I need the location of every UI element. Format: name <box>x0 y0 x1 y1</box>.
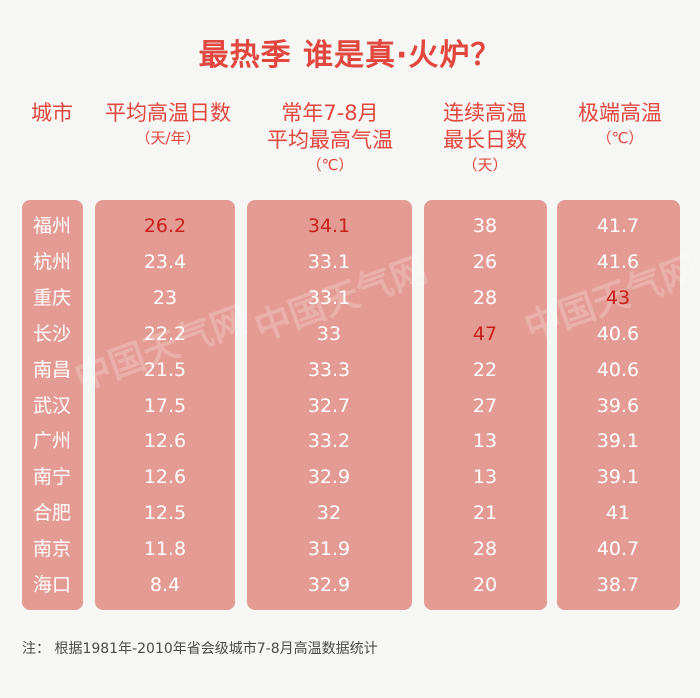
footnote: 注： 根据1981年-2010年省会级城市7-8月高温数据统计 <box>22 641 378 657</box>
city-cell: 武汉 <box>32 394 72 417</box>
header-city: 城市 <box>22 100 82 127</box>
avg-max-temp-cell: 32.9 <box>307 574 351 596</box>
avg-max-column-panel <box>247 200 412 610</box>
header-city-label: 城市 <box>31 101 73 125</box>
avg-max-temp-cell: 32 <box>316 502 342 525</box>
avg-max-temp-cell: 31.9 <box>307 538 351 561</box>
header-consec-line2: 最长日数 <box>443 128 527 152</box>
extreme-column-panel <box>557 200 680 610</box>
avg-days-cell: 12.6 <box>143 466 187 489</box>
city-cell: 合肥 <box>32 502 72 525</box>
consec-column-panel <box>424 200 547 610</box>
consec-days-cell: 13 <box>472 466 498 489</box>
extreme-temp-cell: 39.6 <box>596 394 640 417</box>
header-avg-days-line1: 平均高温日数 <box>105 101 231 125</box>
avg-max-temp-cell: 34.1 <box>307 215 351 237</box>
consec-days-cell: 22 <box>472 358 498 381</box>
city-cell: 广州 <box>32 430 72 453</box>
header-avg-max-line1: 常年7-8月 <box>281 101 379 125</box>
extreme-temp-cell: 40.6 <box>596 358 640 381</box>
consec-days-cell: 47 <box>472 322 498 345</box>
city-cell: 南宁 <box>32 466 72 489</box>
consec-days-cell: 27 <box>472 394 498 417</box>
consec-days-cell: 21 <box>472 502 498 525</box>
header-consec-unit: （天） <box>462 156 508 174</box>
avg-max-temp-cell: 33.3 <box>307 358 351 381</box>
consec-days-cell: 28 <box>472 538 498 561</box>
header-extreme-line1: 极端高温 <box>578 101 662 125</box>
city-cell: 南昌 <box>32 358 72 381</box>
avg-days-cell: 12.6 <box>143 430 187 453</box>
avg-days-column-panel <box>95 200 235 610</box>
consec-days-cell: 26 <box>472 250 498 273</box>
avg-days-cell: 23.4 <box>143 250 187 273</box>
avg-days-cell: 8.4 <box>149 574 181 596</box>
city-column-panel <box>22 200 83 610</box>
header-avg-high-temp-days: 平均高温日数 （天/年） <box>88 100 248 149</box>
header-avg-days-unit: （天/年） <box>135 129 201 147</box>
header-consecutive-days: 连续高温 最长日数 （天） <box>425 100 545 176</box>
avg-days-cell: 21.5 <box>143 358 187 381</box>
extreme-temp-cell: 41 <box>605 502 631 525</box>
avg-max-temp-cell: 33 <box>316 322 342 345</box>
city-cell: 杭州 <box>32 250 72 273</box>
extreme-temp-cell: 40.7 <box>596 538 640 561</box>
avg-max-temp-cell: 32.9 <box>307 466 351 489</box>
extreme-temp-cell: 38.7 <box>596 574 640 596</box>
header-avg-max-line2: 平均最高气温 <box>267 128 393 152</box>
avg-max-temp-cell: 33.1 <box>307 286 351 309</box>
extreme-temp-cell: 41.7 <box>596 215 640 237</box>
avg-max-temp-cell: 32.7 <box>307 394 351 417</box>
consec-days-cell: 38 <box>472 215 498 237</box>
avg-days-cell: 26.2 <box>143 215 187 237</box>
avg-days-cell: 17.5 <box>143 394 187 417</box>
city-cell: 长沙 <box>32 322 72 345</box>
header-avg-max-temp: 常年7-8月 平均最高气温 （℃） <box>250 100 410 176</box>
extreme-temp-cell: 40.6 <box>596 322 640 345</box>
avg-max-temp-cell: 33.1 <box>307 250 351 273</box>
extreme-temp-cell: 39.1 <box>596 430 640 453</box>
city-cell: 南京 <box>32 538 72 561</box>
avg-days-cell: 22.2 <box>143 322 187 345</box>
avg-days-cell: 11.8 <box>143 538 187 561</box>
extreme-temp-cell: 43 <box>605 286 631 309</box>
consec-days-cell: 28 <box>472 286 498 309</box>
page-title: 最热季 谁是真·火炉？ <box>198 38 502 73</box>
city-cell: 福州 <box>32 215 72 237</box>
extreme-temp-cell: 41.6 <box>596 250 640 273</box>
city-cell: 重庆 <box>32 286 72 309</box>
header-consec-line1: 连续高温 <box>443 101 527 125</box>
consec-days-cell: 20 <box>472 574 498 596</box>
extreme-temp-cell: 39.1 <box>596 466 640 489</box>
header-avg-max-unit: （℃） <box>306 156 354 174</box>
consec-days-cell: 13 <box>472 430 498 453</box>
header-extreme-temp: 极端高温 （℃） <box>560 100 680 149</box>
header-extreme-unit: （℃） <box>596 129 644 147</box>
avg-days-cell: 12.5 <box>143 502 187 525</box>
avg-max-temp-cell: 33.2 <box>307 430 351 453</box>
avg-days-cell: 23 <box>152 286 178 309</box>
city-cell: 海口 <box>32 574 72 596</box>
